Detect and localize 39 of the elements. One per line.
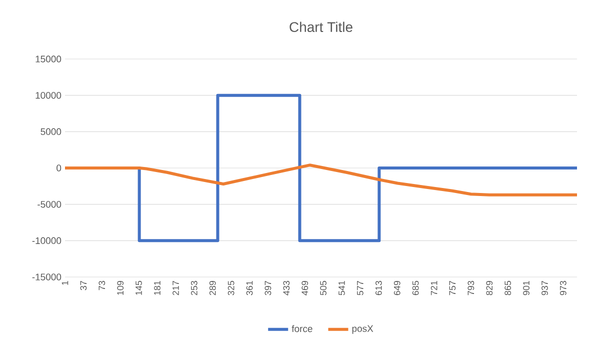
- x-tick-label: 757: [449, 280, 456, 296]
- y-tick-label: 10000: [36, 92, 62, 99]
- x-tick-label: 325: [228, 280, 234, 296]
- x-tick-label: 289: [209, 280, 216, 296]
- y-tick-label: -5000: [38, 200, 62, 208]
- x-tick-label: 577: [357, 280, 364, 296]
- x-tick-label: 397: [264, 280, 272, 296]
- x-tick-label: 109: [117, 280, 124, 295]
- legend-label: posX: [352, 325, 374, 334]
- chart-title: Chart Title: [290, 22, 352, 32]
- y-tick-label: -15000: [32, 274, 62, 280]
- x-tick-label: 901: [523, 280, 530, 296]
- x-tick-label: 469: [302, 280, 308, 296]
- x-tick-label: 37: [80, 280, 87, 290]
- x-tick-label: 181: [154, 280, 160, 295]
- x-tick-label: 217: [172, 280, 179, 296]
- legend-label: force: [292, 325, 312, 332]
- x-tick-label: 649: [394, 280, 400, 296]
- x-tick-label: 829: [486, 280, 493, 296]
- x-tick-label: 937: [542, 280, 548, 296]
- x-tick-label: 793: [468, 280, 474, 296]
- x-tick-label: 613: [375, 280, 382, 296]
- y-tick-label: -10000: [32, 237, 62, 244]
- x-tick-label: 361: [246, 280, 253, 296]
- x-tick-label: 685: [412, 280, 419, 296]
- x-tick-label: 721: [430, 280, 438, 296]
- x-tick-label: 973: [560, 280, 566, 296]
- line-series: [64, 164, 579, 196]
- y-tick-label: 15000: [36, 56, 62, 62]
- x-tick-label: 541: [338, 280, 345, 296]
- x-tick-label: 865: [504, 280, 512, 296]
- x-tick-label: 433: [283, 280, 290, 296]
- x-tick-label: 145: [136, 280, 142, 295]
- x-tick-label: 505: [320, 280, 326, 296]
- y-tick-label: 5000: [40, 128, 62, 136]
- x-tick-label: 73: [98, 280, 106, 290]
- x-tick-label: 1: [62, 280, 68, 285]
- x-tick-label: 253: [190, 280, 198, 296]
- y-tick-label: 0: [56, 164, 62, 172]
